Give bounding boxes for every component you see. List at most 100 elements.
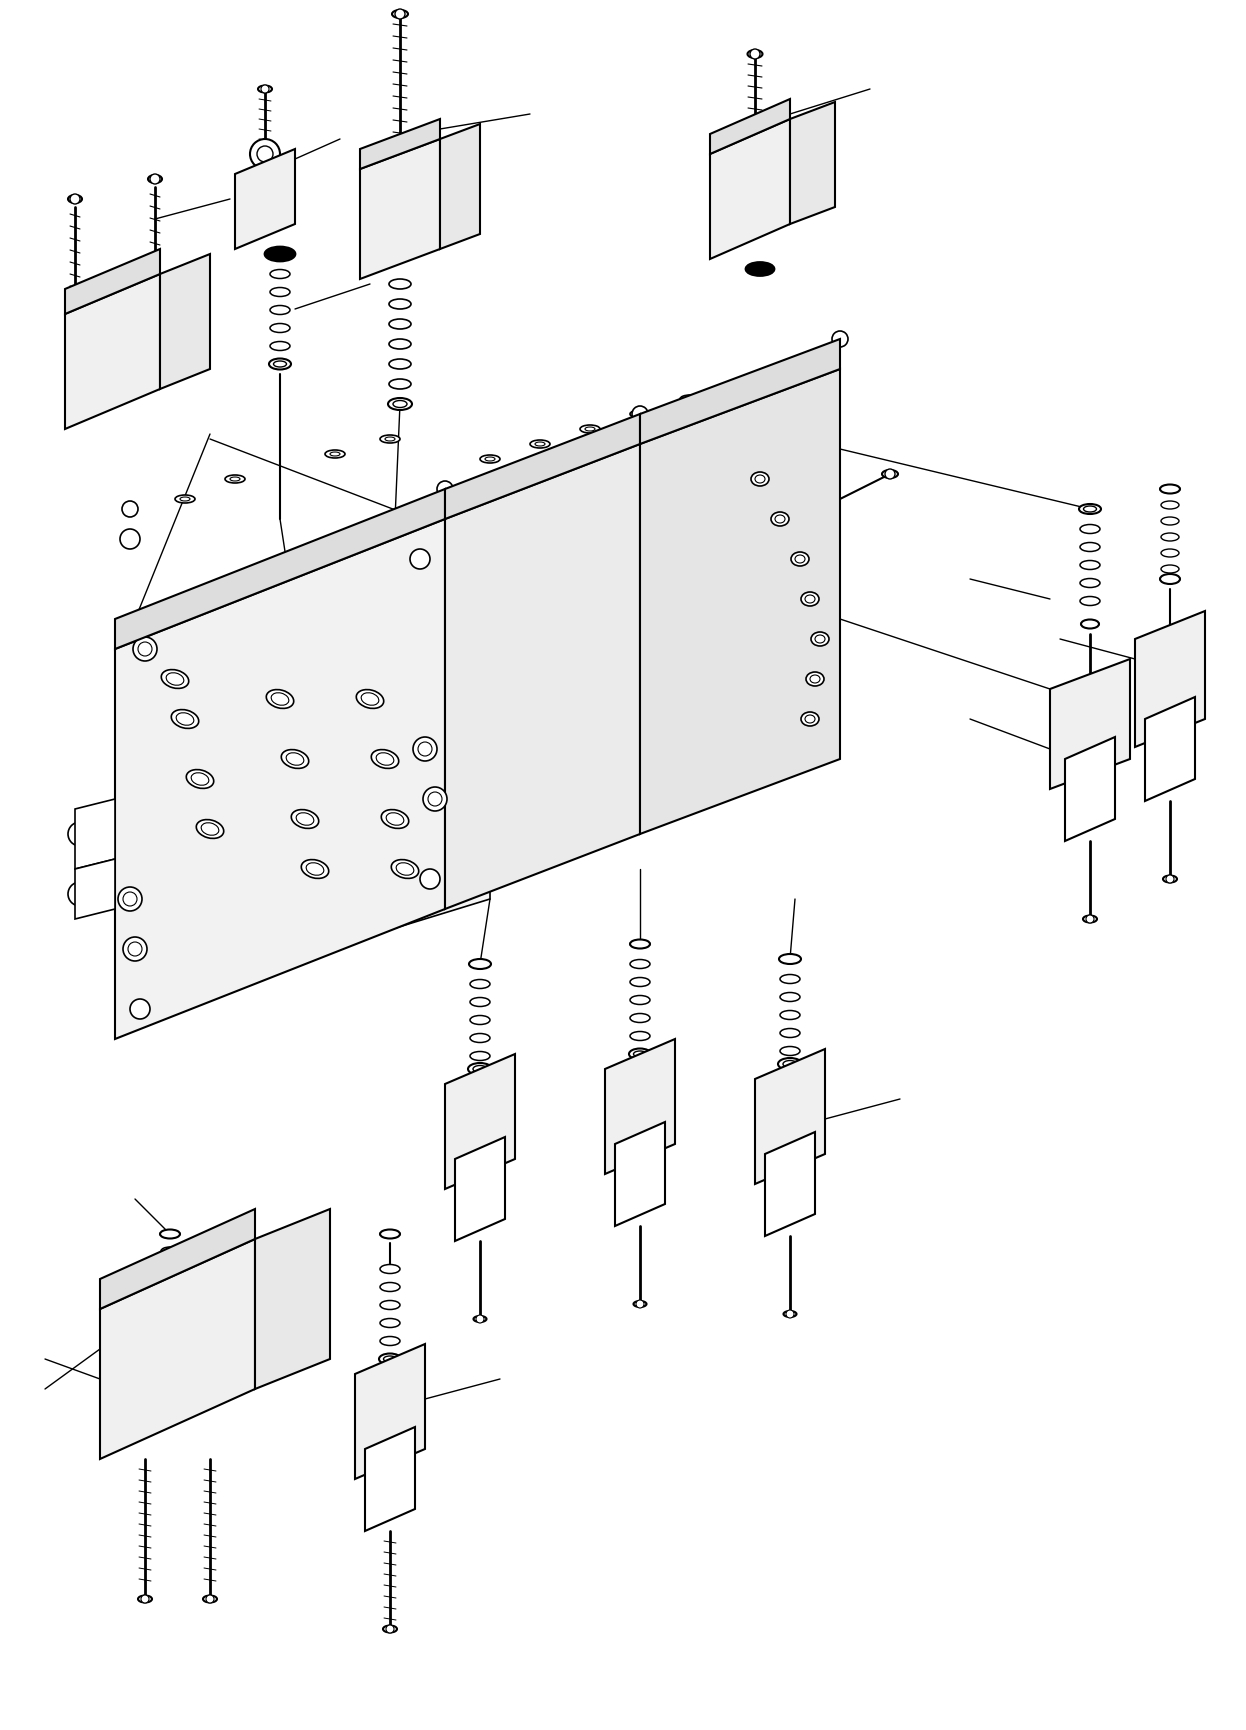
Ellipse shape	[480, 455, 500, 464]
Ellipse shape	[255, 194, 275, 206]
Circle shape	[130, 1000, 150, 1019]
Circle shape	[1166, 875, 1174, 884]
Polygon shape	[710, 119, 790, 260]
Ellipse shape	[815, 635, 825, 644]
Ellipse shape	[376, 753, 394, 766]
Ellipse shape	[530, 441, 549, 448]
Polygon shape	[365, 1427, 415, 1531]
Polygon shape	[75, 860, 115, 919]
Ellipse shape	[386, 813, 404, 825]
Ellipse shape	[780, 976, 800, 984]
Ellipse shape	[381, 810, 409, 829]
Ellipse shape	[633, 1301, 647, 1308]
Ellipse shape	[780, 1109, 800, 1119]
Polygon shape	[445, 471, 621, 900]
Circle shape	[417, 742, 432, 756]
Circle shape	[476, 1315, 483, 1323]
Ellipse shape	[161, 1247, 179, 1256]
Ellipse shape	[470, 1035, 490, 1043]
Ellipse shape	[389, 280, 411, 291]
Polygon shape	[1135, 612, 1205, 747]
Circle shape	[410, 550, 430, 569]
Circle shape	[260, 86, 269, 93]
Ellipse shape	[161, 1296, 179, 1303]
Ellipse shape	[171, 711, 198, 728]
Circle shape	[635, 1301, 644, 1308]
Polygon shape	[65, 275, 159, 429]
Ellipse shape	[1084, 507, 1096, 512]
Ellipse shape	[258, 86, 272, 93]
Circle shape	[120, 529, 140, 550]
Ellipse shape	[197, 820, 224, 839]
Ellipse shape	[380, 1301, 400, 1310]
Polygon shape	[1065, 737, 1115, 841]
Polygon shape	[445, 445, 640, 910]
Polygon shape	[755, 1050, 825, 1185]
Ellipse shape	[473, 1317, 486, 1322]
Ellipse shape	[586, 427, 596, 432]
Ellipse shape	[174, 497, 196, 503]
Ellipse shape	[385, 438, 395, 441]
Ellipse shape	[805, 595, 815, 604]
Ellipse shape	[267, 690, 294, 709]
Ellipse shape	[380, 436, 400, 443]
Ellipse shape	[810, 676, 820, 683]
Ellipse shape	[470, 1052, 490, 1060]
Ellipse shape	[735, 382, 745, 388]
Polygon shape	[440, 125, 480, 249]
Circle shape	[386, 1624, 394, 1633]
Circle shape	[118, 887, 142, 912]
Polygon shape	[115, 519, 445, 1040]
Ellipse shape	[389, 381, 411, 389]
Circle shape	[69, 822, 92, 846]
Circle shape	[141, 1595, 150, 1604]
Ellipse shape	[1161, 566, 1179, 574]
Ellipse shape	[148, 176, 162, 183]
Ellipse shape	[1083, 915, 1096, 924]
Ellipse shape	[138, 1595, 152, 1602]
Ellipse shape	[371, 751, 399, 768]
Circle shape	[138, 642, 152, 657]
Circle shape	[105, 355, 125, 375]
Ellipse shape	[882, 471, 898, 479]
Ellipse shape	[748, 50, 763, 59]
Ellipse shape	[630, 960, 650, 969]
Ellipse shape	[389, 360, 411, 370]
Ellipse shape	[468, 1064, 492, 1076]
Circle shape	[885, 471, 895, 479]
Ellipse shape	[325, 452, 345, 458]
Ellipse shape	[755, 476, 765, 484]
Ellipse shape	[380, 1410, 400, 1419]
Ellipse shape	[287, 753, 304, 766]
Ellipse shape	[780, 1047, 800, 1055]
Ellipse shape	[795, 555, 805, 564]
Ellipse shape	[1082, 619, 1099, 630]
Ellipse shape	[384, 1356, 396, 1362]
Ellipse shape	[782, 1060, 797, 1067]
Polygon shape	[710, 100, 790, 156]
Ellipse shape	[69, 195, 82, 204]
Ellipse shape	[1160, 484, 1180, 495]
Ellipse shape	[392, 10, 407, 19]
Circle shape	[1087, 915, 1094, 924]
Ellipse shape	[203, 1595, 217, 1602]
Ellipse shape	[806, 673, 824, 687]
Ellipse shape	[1080, 597, 1100, 605]
Ellipse shape	[161, 670, 188, 689]
Circle shape	[786, 1310, 794, 1318]
Ellipse shape	[630, 410, 650, 419]
Ellipse shape	[470, 998, 490, 1007]
Ellipse shape	[307, 863, 324, 875]
Circle shape	[740, 185, 760, 204]
Circle shape	[380, 195, 420, 235]
Ellipse shape	[356, 690, 384, 709]
Ellipse shape	[379, 1353, 401, 1365]
Ellipse shape	[380, 1282, 400, 1292]
Ellipse shape	[187, 770, 214, 789]
Ellipse shape	[272, 694, 289, 706]
Ellipse shape	[1079, 505, 1101, 516]
Polygon shape	[159, 254, 211, 389]
Polygon shape	[621, 365, 830, 471]
Circle shape	[70, 195, 80, 204]
Polygon shape	[640, 370, 840, 834]
